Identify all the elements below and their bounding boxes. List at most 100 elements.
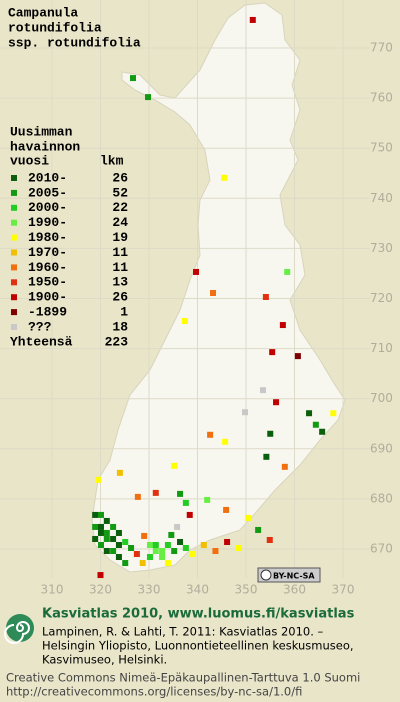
- x-label: 340: [186, 583, 209, 597]
- y-label: 690: [370, 441, 393, 455]
- observation-square: [269, 349, 276, 356]
- legend-label: 2000-: [28, 200, 67, 215]
- observation-square: [312, 421, 319, 428]
- observation-square: [128, 544, 135, 551]
- observation-square: [168, 531, 175, 538]
- observation-square: [177, 538, 184, 545]
- observation-square: [103, 535, 110, 542]
- legend-swatch: [11, 249, 17, 256]
- observation-square: [97, 523, 104, 530]
- y-label: 730: [370, 241, 393, 255]
- observation-square: [145, 94, 152, 101]
- total-label: Yhteensä: [10, 334, 73, 349]
- observation-square: [97, 529, 104, 536]
- observation-square: [174, 523, 181, 530]
- y-label: 740: [370, 191, 393, 205]
- observation-square: [273, 399, 280, 406]
- observation-square: [249, 16, 256, 23]
- observation-square: [223, 506, 230, 513]
- legend-swatch: [11, 324, 17, 330]
- observation-square: [92, 535, 99, 542]
- observation-square: [200, 541, 207, 548]
- legend-label: 1960-: [28, 260, 67, 275]
- observation-square: [281, 463, 288, 470]
- observation-square: [262, 293, 269, 300]
- observation-square: [266, 536, 273, 543]
- observation-square: [146, 541, 153, 548]
- legend-label: 1990-: [28, 215, 67, 230]
- footer-heading[interactable]: Kasviatlas 2010, www.luomus.fi/kasviatla…: [42, 607, 355, 622]
- legend-count: 24: [112, 215, 128, 230]
- observation-square: [95, 476, 102, 483]
- legend-swatch: [11, 309, 17, 316]
- legend-label: 2005-: [28, 185, 67, 200]
- license-badge-text: BY-NC-SA: [273, 572, 315, 581]
- y-label: 700: [370, 391, 393, 405]
- observation-square: [133, 551, 140, 558]
- legend-count: 11: [112, 260, 128, 275]
- legend-label: 1970-: [28, 245, 67, 260]
- observation-square: [242, 409, 249, 416]
- legend-label: 1900-: [28, 290, 67, 305]
- legend-swatch: [11, 234, 17, 241]
- legend-count: 18: [112, 319, 128, 334]
- observation-square: [97, 541, 104, 548]
- observation-square: [279, 322, 286, 329]
- observation-square: [181, 318, 188, 325]
- legend-count: 11: [112, 245, 128, 260]
- y-label: 710: [370, 341, 393, 355]
- observation-square: [122, 560, 129, 567]
- observation-square: [159, 548, 166, 555]
- y-label: 680: [370, 491, 393, 505]
- legend-label: 1950-: [28, 275, 67, 290]
- observation-square: [103, 517, 110, 524]
- legend-label: 1980-: [28, 230, 67, 245]
- legend-header: vuosi: [10, 153, 49, 168]
- license-url[interactable]: http://creativecommons.org/licenses/by-n…: [6, 685, 302, 699]
- legend-label: 2010-: [28, 170, 67, 185]
- observation-square: [330, 410, 337, 417]
- observation-square: [110, 523, 117, 530]
- x-label: 310: [41, 583, 64, 597]
- y-label: 720: [370, 291, 393, 305]
- observation-square: [319, 428, 326, 435]
- observation-square: [97, 572, 104, 579]
- legend-count: 1: [120, 305, 128, 320]
- observation-square: [244, 514, 251, 521]
- observation-square: [221, 174, 228, 181]
- legend-swatch: [11, 175, 17, 181]
- legend-swatch: [11, 204, 17, 211]
- legend: 2010- 26 2005- 52 2000- 22 1990- 24 1980- 19 1970-…: [10, 170, 128, 349]
- legend-count: 19: [112, 230, 128, 245]
- observation-square: [294, 353, 301, 360]
- observation-square: [116, 469, 123, 476]
- observation-square: [146, 554, 153, 561]
- legend-swatch: [11, 189, 17, 196]
- cc-icon: [260, 569, 272, 581]
- observation-square: [182, 544, 189, 551]
- observation-square: [134, 493, 141, 500]
- legend-count: 26: [112, 290, 128, 305]
- observation-square: [267, 430, 274, 437]
- observation-square: [110, 548, 117, 555]
- observation-square: [115, 554, 122, 561]
- license-badge[interactable]: [257, 567, 321, 583]
- y-label: 770: [370, 41, 393, 55]
- x-label: 320: [89, 583, 112, 597]
- legend-swatch: [11, 219, 17, 226]
- y-label: 670: [370, 542, 393, 556]
- x-label: 330: [138, 583, 161, 597]
- citation: Helsingin Yliopisto, Luonnontieteellinen…: [42, 639, 354, 653]
- observations: [92, 16, 337, 579]
- observation-square: [255, 526, 262, 533]
- observation-square: [235, 544, 242, 551]
- legend-count: 26: [112, 170, 128, 185]
- observation-square: [139, 560, 146, 567]
- observation-square: [97, 511, 104, 518]
- observation-square: [263, 453, 270, 460]
- legend-count-header: lkm: [100, 153, 124, 168]
- legend-swatch: [11, 294, 17, 301]
- observation-square: [141, 532, 148, 539]
- observation-square: [186, 511, 193, 518]
